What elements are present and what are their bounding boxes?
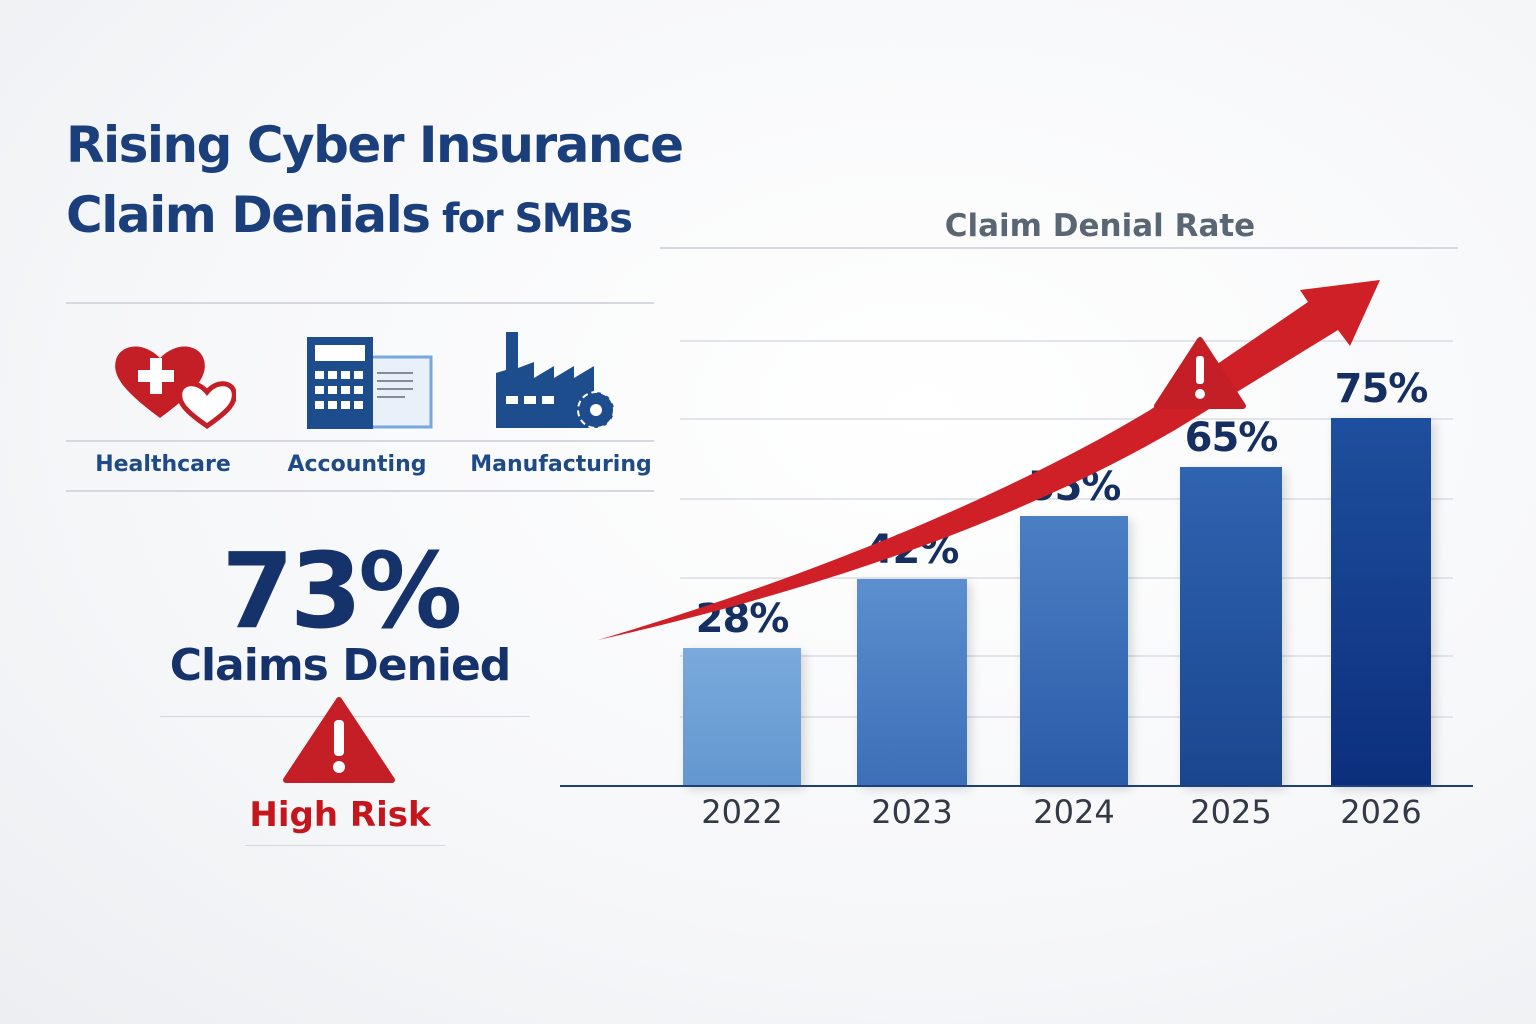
divider [66,440,654,442]
industry-label-healthcare: Healthcare [95,452,231,477]
x-axis [560,785,1473,787]
data-label: 55% [1027,463,1122,510]
title-line-2-main: Claim Denials [66,186,431,244]
chart-warning-icon [1154,337,1246,409]
stat-value: 73% [221,530,463,652]
title-line-2: Claim Denials for SMBs [66,180,683,254]
divider [66,302,654,304]
bar-2026 [1331,417,1431,785]
industry-label-manufacturing: Manufacturing [470,452,652,477]
warning-icon [283,697,395,783]
bar-2023 [857,579,967,785]
industry-label-accounting: Accounting [287,452,427,477]
stat-label: Claims Denied [169,640,512,691]
factory-gear-icon [496,332,615,429]
chart-title-divider [660,247,1458,249]
risk-label: High Risk [249,795,431,835]
chart-title: Claim Denial Rate [944,208,1256,244]
x-tick-label: 2022 [701,793,783,831]
bar-2025 [1180,466,1282,785]
bar-2022 [683,647,801,785]
heart-medical-icon [115,346,236,430]
calculator-document-icon [307,337,433,429]
data-label: 75% [1334,365,1429,412]
x-tick-label: 2024 [1033,793,1115,831]
gridline [680,340,1453,342]
bar-2024 [1020,515,1128,785]
x-tick-label: 2025 [1190,793,1272,831]
data-label: 65% [1184,414,1279,461]
divider [66,490,654,492]
divider [245,845,445,846]
page-title: Rising Cyber Insurance Claim Denials for… [66,110,684,254]
x-tick-label: 2023 [871,793,953,831]
x-tick-label: 2026 [1340,793,1422,831]
title-line-1: Rising Cyber Insurance [66,116,684,174]
data-label: 42% [865,527,960,574]
title-line-2-small: for SMBs [429,196,633,242]
data-label: 28% [695,595,790,642]
